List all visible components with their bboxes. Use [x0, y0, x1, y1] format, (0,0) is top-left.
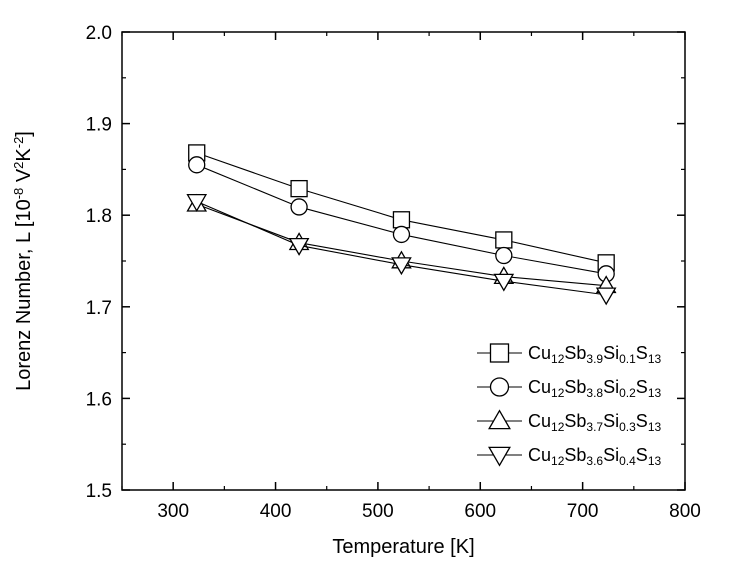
series-layer	[186, 144, 617, 306]
legend-marker-triangle-down	[488, 446, 511, 467]
data-point-square	[495, 231, 513, 249]
axis-ticks: 300 400 500 600 700 800 1.5 1.6 1.7 1.8 1.9 2.0	[86, 23, 701, 522]
data-point-square	[392, 211, 411, 229]
series-triangle-down	[186, 194, 617, 306]
y-tick-label: 1.8	[86, 206, 112, 227]
y-tick-label: 1.6	[86, 389, 112, 410]
y-tick-label: 1.9	[86, 115, 112, 136]
legend-label: Cu12Sb3.6Si0.4S13	[528, 445, 661, 468]
legend-entry: Cu12Sb3.6Si0.4S13	[477, 445, 661, 468]
legend-marker-square	[489, 343, 510, 363]
data-point-circle	[188, 156, 206, 174]
data-point-circle	[290, 198, 308, 216]
x-axis-title: Temperature [K]	[332, 536, 474, 558]
y-tick-label: 2.0	[86, 23, 112, 44]
x-tick-label: 600	[464, 501, 496, 522]
legend-label: Cu12Sb3.7Si0.3S13	[528, 411, 661, 434]
series-triangle-up	[186, 193, 617, 294]
data-point-circle	[495, 246, 513, 265]
data-point-square	[290, 179, 308, 198]
data-point-triangle-down	[288, 237, 310, 256]
legend: Cu12Sb3.9Si0.1S13 Cu12Sb3.8Si0.2S13 Cu12Sb…	[477, 343, 661, 468]
data-point-triangle-down	[391, 257, 412, 276]
y-tick-label: 1.5	[86, 481, 112, 502]
x-tick-label: 400	[260, 501, 292, 522]
legend-marker-triangle-up	[488, 409, 511, 430]
legend-entry: Cu12Sb3.7Si0.3S13	[477, 409, 661, 434]
legend-label: Cu12Sb3.9Si0.1S13	[528, 343, 661, 366]
legend-label: Cu12Sb3.8Si0.2S13	[528, 377, 661, 400]
y-axis-title: Lorenz Number, L [10-8 V2K-2]	[11, 131, 36, 391]
series-circle	[188, 156, 615, 283]
legend-marker-circle	[489, 377, 510, 397]
series-line	[196, 152, 607, 264]
data-point-circle	[392, 225, 411, 244]
x-tick-label: 300	[157, 501, 189, 522]
x-tick-label: 700	[567, 501, 599, 522]
data-point-triangle-down	[493, 273, 515, 292]
legend-entry: Cu12Sb3.8Si0.2S13	[477, 377, 661, 400]
data-point-triangle-down	[595, 287, 617, 306]
data-point-triangle-down	[186, 194, 208, 212]
legend-entry: Cu12Sb3.9Si0.1S13	[477, 343, 661, 366]
y-tick-label: 1.7	[86, 298, 112, 319]
x-tick-label: 800	[669, 501, 701, 522]
x-tick-label: 500	[362, 501, 394, 522]
